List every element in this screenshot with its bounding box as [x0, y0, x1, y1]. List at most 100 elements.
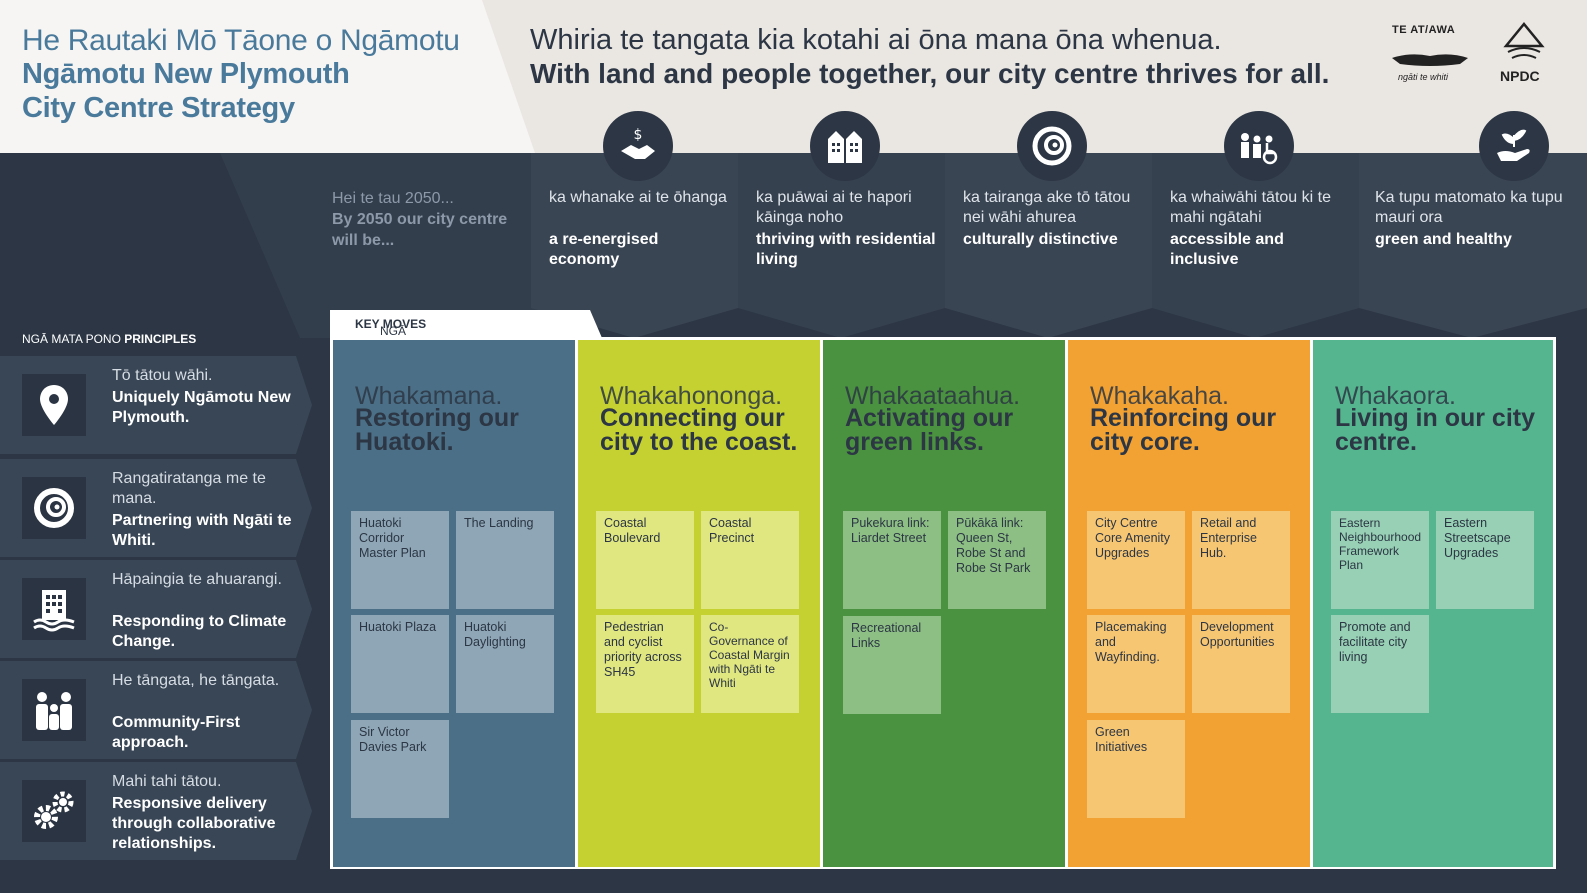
- outcome-green: Ka tupu matomato ka tupu mauri ora green…: [1359, 111, 1587, 338]
- outcome-chevron: [1152, 153, 1359, 338]
- outcome-chevron: [1359, 153, 1587, 338]
- npdc-logo: NPDC: [1498, 22, 1554, 92]
- key-move-title-english: Reinforcing our city core.: [1090, 404, 1277, 456]
- gears-icon: [22, 780, 86, 842]
- outcome-maori: ka puāwai ai te hapori kāinga noho: [756, 189, 912, 226]
- npdc-logo-text: NPDC: [1500, 68, 1540, 84]
- outcome-english: accessible and inclusive: [1170, 231, 1284, 268]
- key-move-column-huatoki: Whakamana. Restoring our Huatoki. Huatok…: [333, 340, 575, 867]
- key-moves-tab: NGĀ TAKE HAERE KEY MOVES: [330, 310, 602, 338]
- key-move-card: Pedestrian and cyclist priority across S…: [596, 615, 694, 713]
- principles-heading: NGĀ MATA PONO PRINCIPLES: [22, 332, 196, 346]
- key-move-column-green-links: Whakaataahua. Activating our green links…: [823, 340, 1065, 867]
- principle-english: Uniquely Ngāmotu New Plymouth.: [112, 389, 291, 426]
- vision-intro-english: By 2050 our city centre will be...: [332, 211, 508, 249]
- key-move-card: Huatoki Plaza: [351, 615, 449, 713]
- key-move-card: Coastal Boulevard: [596, 511, 694, 609]
- principle-item: Tō tātou wāhi. Uniquely Ngāmotu New Plym…: [0, 356, 312, 454]
- tagline-english: With land and people together, our city …: [530, 58, 1330, 89]
- principle-maori: Rangatiratanga me te mana.: [112, 470, 266, 507]
- title-panel: He Rautaki Mō Tāone o Ngāmotu Ngāmotu Ne…: [0, 0, 535, 153]
- principle-maori: Hāpaingia te ahuarangi.: [112, 571, 282, 588]
- outcome-english: green and healthy: [1375, 231, 1512, 248]
- principle-item: Mahi tahi tātou. Responsive delivery thr…: [0, 762, 312, 860]
- principles-heading-english: PRINCIPLES: [124, 332, 197, 346]
- vision-intro: Hei te tau 2050... By 2050 our city cent…: [332, 188, 532, 251]
- outcome-english: a re-energised economy: [549, 231, 659, 268]
- family-icon: [22, 679, 86, 741]
- outcome-maori: Ka tupu matomato ka tupu mauri ora: [1375, 189, 1563, 226]
- key-move-card: Placemaking and Wayfinding.: [1087, 615, 1185, 713]
- people-accessibility-icon: [1224, 111, 1294, 181]
- key-move-title-english: Connecting our city to the coast.: [600, 404, 798, 456]
- key-move-column-coast: Whakahononga. Connecting our city to the…: [578, 340, 820, 867]
- page-title-line2: City Centre Strategy: [22, 92, 295, 124]
- buildings-icon: [810, 111, 880, 181]
- key-move-title-english: Restoring our Huatoki.: [355, 404, 519, 456]
- te-atiawa-logo-text: TE AT/AWA: [1392, 24, 1456, 36]
- outcome-economy: $ ka whanake ai te ōhanga a re-energised…: [531, 111, 738, 338]
- koru-icon: [22, 477, 86, 539]
- key-move-title-maori: Whakaataahua.: [845, 382, 1021, 410]
- key-move-card: Huatoki Corridor Master Plan: [351, 511, 449, 609]
- outcome-maori: ka whaiwāhi tātou ki te mahi ngātahi: [1170, 189, 1331, 226]
- key-move-title-maori: Whakamana.: [355, 382, 503, 410]
- key-move-card: Pūkākā link: Queen St, Robe St and Robe …: [948, 511, 1046, 609]
- page-title-line1: Ngāmotu New Plymouth: [22, 58, 350, 90]
- key-move-title-maori: Whakahononga.: [600, 382, 783, 410]
- key-move-card: Eastern Streetscape Upgrades: [1436, 511, 1534, 609]
- outcome-maori: ka whanake ai te ōhanga: [549, 189, 727, 206]
- key-move-card: Promote and facilitate city living: [1331, 615, 1429, 713]
- outcome-residential: ka puāwai ai te hapori kāinga noho thriv…: [738, 111, 945, 338]
- outcome-accessible: ka whaiwāhi tātou ki te mahi ngātahi acc…: [1152, 111, 1359, 338]
- key-move-card: Development Opportunities: [1192, 615, 1290, 713]
- key-move-card: Pukekura link: Liardet Street: [843, 511, 941, 609]
- page-title-maori: He Rautaki Mō Tāone o Ngāmotu: [22, 24, 460, 57]
- hand-plant-icon: [1479, 111, 1549, 181]
- key-move-card: Eastern Neighbourhood Framework Plan: [1331, 511, 1429, 609]
- outcome-chevron: [738, 153, 945, 338]
- outcome-cultural: ka tairanga ake tō tātou nei wāhi ahurea…: [945, 111, 1152, 338]
- vision-intro-maori: Hei te tau 2050...: [332, 190, 454, 207]
- principle-item: He tāngata, he tāngata. Community-First …: [0, 661, 312, 759]
- key-move-column-living: Whakaora. Living in our city centre. Eas…: [1313, 340, 1553, 867]
- building-flood-icon: [22, 578, 86, 640]
- outcome-english: thriving with residential living: [756, 231, 936, 268]
- key-move-card: Recreational Links: [843, 616, 941, 714]
- key-move-card: City Centre Core Amenity Upgrades: [1087, 511, 1185, 609]
- key-move-card: Huatoki Daylighting: [456, 615, 554, 713]
- principle-maori: Mahi tahi tātou.: [112, 773, 222, 790]
- principle-item: Hāpaingia te ahuarangi. Responding to Cl…: [0, 560, 312, 658]
- key-move-title-maori: Whakaora.: [1335, 382, 1456, 410]
- key-move-column-city-core: Whakakaha. Reinforcing our city core. Ci…: [1068, 340, 1310, 867]
- principle-maori: Tō tātou wāhi.: [112, 367, 213, 384]
- outcome-english: culturally distinctive: [963, 231, 1118, 248]
- principles-heading-maori: NGĀ MATA PONO: [22, 332, 121, 346]
- principle-english: Responding to Climate Change.: [112, 613, 287, 650]
- tagline-maori: Whiria te tangata kia kotahi ai ōna mana…: [530, 24, 1222, 56]
- svg-text:$: $: [634, 127, 643, 143]
- key-move-title-maori: Whakakaha.: [1090, 382, 1229, 410]
- canoe-icon: [1392, 54, 1468, 66]
- koru-icon: [1017, 111, 1087, 181]
- key-move-title-english: Living in our city centre.: [1335, 404, 1536, 456]
- principle-english: Partnering with Ngāti te Whiti.: [112, 512, 292, 549]
- outcome-maori: ka tairanga ake tō tātou nei wāhi ahurea: [963, 189, 1131, 226]
- footer-strip: [0, 869, 1587, 893]
- key-move-title-english: Activating our green links.: [845, 404, 1014, 456]
- ngati-te-whiti-logo-text: ngāti te whiti: [1398, 72, 1449, 82]
- principle-item: Rangatiratanga me te mana. Partnering wi…: [0, 459, 312, 557]
- mountain-icon: [1503, 22, 1545, 59]
- outcome-chevron: [945, 153, 1152, 338]
- key-move-card: The Landing: [456, 511, 554, 609]
- te-atiawa-logo: TE AT/AWA ngāti te whiti: [1390, 22, 1480, 92]
- key-move-card: Sir Victor Davies Park: [351, 720, 449, 818]
- principle-maori: He tāngata, he tāngata.: [112, 672, 280, 689]
- outcome-chevron: [531, 153, 738, 338]
- key-moves-tab-english: KEY MOVES: [355, 317, 427, 331]
- principle-english: Community-First approach.: [112, 714, 240, 751]
- key-move-card: Co-Governance of Coastal Margin with Ngā…: [701, 615, 799, 713]
- key-move-card: Green Initiatives: [1087, 720, 1185, 818]
- location-pin-icon: [22, 374, 86, 436]
- money-handshake-icon: $: [603, 111, 673, 181]
